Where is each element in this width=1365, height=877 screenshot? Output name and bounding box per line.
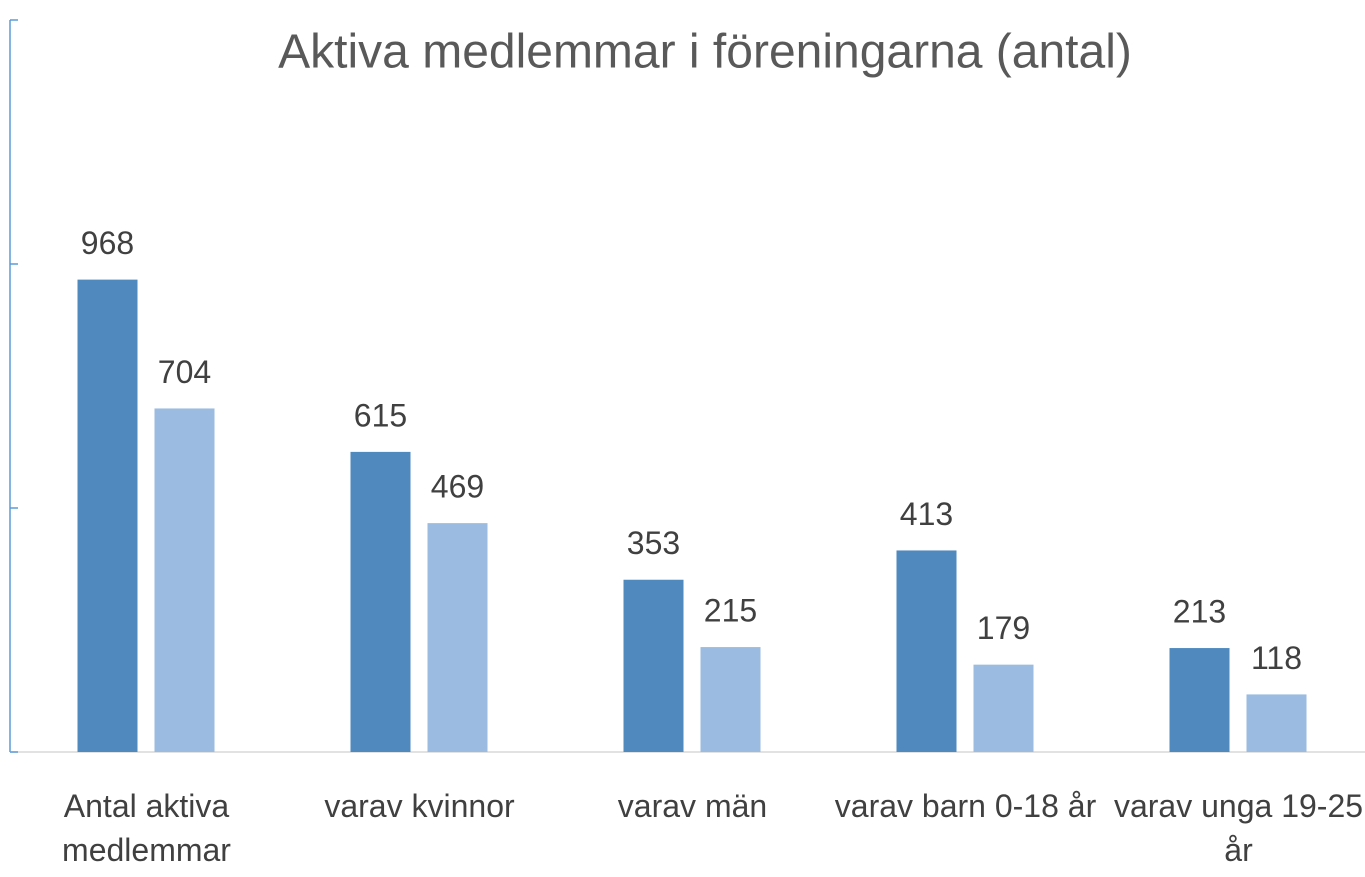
x-tick-label: varav unga 19-25 år xyxy=(1113,788,1364,868)
bar xyxy=(973,664,1034,752)
x-tick-label: varav män xyxy=(617,788,768,824)
bar xyxy=(1246,694,1307,752)
data-label: 179 xyxy=(977,610,1030,646)
data-label: 213 xyxy=(1173,594,1226,630)
data-label: 118 xyxy=(1251,640,1302,676)
bar xyxy=(77,279,138,752)
data-label: 615 xyxy=(354,397,407,433)
x-tick-label: varav barn 0-18 år xyxy=(834,788,1097,824)
data-label: 469 xyxy=(431,469,484,505)
bar xyxy=(896,550,957,752)
data-label: 215 xyxy=(704,593,757,629)
x-tick-label: varav kvinnor xyxy=(324,788,515,824)
bar xyxy=(623,579,684,752)
data-label: 353 xyxy=(627,525,680,561)
bar xyxy=(154,408,215,752)
bar xyxy=(1169,648,1230,752)
data-label: 968 xyxy=(81,225,134,261)
bar xyxy=(350,451,411,752)
x-tick-label: Antal aktiva medlemmar xyxy=(62,788,231,868)
data-label: 413 xyxy=(900,496,953,532)
data-label: 704 xyxy=(158,354,211,390)
chart-title: Aktiva medlemmar i föreningarna (antal) xyxy=(278,26,1132,79)
bar xyxy=(427,523,488,752)
bar xyxy=(700,647,761,752)
